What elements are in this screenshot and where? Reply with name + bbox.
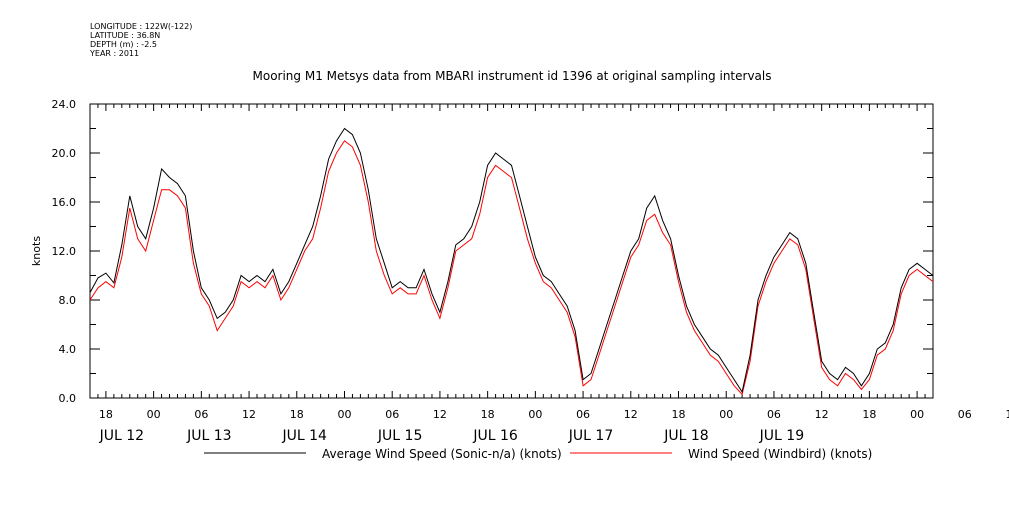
x-tick-label: 18	[99, 408, 113, 421]
day-labels: JUL 12 JUL 13 JUL 14 JUL 15 JUL 16 JUL 17 JUL …	[99, 428, 805, 444]
x-tick-label: 06	[385, 408, 399, 421]
day-label: JUL 14	[281, 428, 327, 444]
x-tick-label: 06	[958, 408, 972, 421]
day-label: JUL 19	[759, 428, 804, 444]
x-tick-label: 00	[528, 408, 542, 421]
y-tick-label: 4.0	[59, 343, 77, 356]
x-tick-label: 06	[194, 408, 208, 421]
series-line-average	[89, 127, 934, 394]
x-tick-label: 00	[147, 408, 161, 421]
x-tick-label: 18	[290, 408, 304, 421]
series-lines	[89, 127, 934, 396]
day-label: JUL 15	[377, 428, 422, 444]
x-tick-label: 12	[624, 408, 638, 421]
x-tick-label: 18	[672, 408, 686, 421]
plot-frame	[89, 103, 934, 399]
x-tick-label: 06	[767, 408, 781, 421]
day-label: JUL 12	[99, 428, 144, 444]
y-tick-label: 0.0	[59, 392, 77, 405]
x-tick-labels: 18 00 06 12 18 00 06 12 18 00 06 12 18 00 06 12 18 00 06 12…	[99, 408, 1009, 421]
day-label: JUL 18	[663, 428, 708, 444]
x-tick-label: 06	[576, 408, 590, 421]
metadata-line: LATITUDE : 36.8N	[90, 31, 160, 40]
series-line-windbird	[89, 140, 934, 396]
metadata-line: YEAR : 2011	[89, 49, 139, 58]
chart-title: Mooring M1 Metsys data from MBARI instru…	[253, 69, 772, 83]
y-axis-label: knots	[30, 236, 43, 266]
y-tick-labels: 0.0 4.0 8.0 12.0 16.0 20.0 24.0	[52, 98, 77, 405]
metadata-line: LONGITUDE : 122W(-122)	[90, 22, 192, 31]
y-tick-label: 24.0	[52, 98, 77, 111]
y-tick-label: 8.0	[59, 294, 77, 307]
legend-label-windbird: Wind Speed (Windbird) (knots)	[688, 447, 872, 461]
legend: Average Wind Speed (Sonic-n/a) (knots) W…	[204, 447, 872, 461]
x-tick-label: 18	[481, 408, 495, 421]
x-tick-label: 18	[862, 408, 876, 421]
metadata-line: DEPTH (m) : -2.5	[90, 40, 157, 49]
x-tick-label: 12	[433, 408, 447, 421]
day-label: JUL 17	[568, 428, 613, 444]
x-tick-label: 00	[910, 408, 924, 421]
x-tick-label: 12	[1006, 408, 1009, 421]
x-tick-label: 12	[242, 408, 256, 421]
x-tick-label: 12	[815, 408, 829, 421]
x-tick-label: 00	[719, 408, 733, 421]
metadata-block: LONGITUDE : 122W(-122)LATITUDE : 36.8NDE…	[89, 22, 192, 58]
day-label: JUL 13	[186, 428, 231, 444]
legend-label-average: Average Wind Speed (Sonic-n/a) (knots)	[322, 447, 562, 461]
y-tick-label: 20.0	[52, 147, 77, 160]
day-label: JUL 16	[472, 428, 518, 444]
x-tick-label: 00	[337, 408, 351, 421]
plot-axes	[89, 103, 934, 399]
y-tick-label: 16.0	[52, 196, 77, 209]
y-tick-label: 12.0	[52, 245, 77, 258]
